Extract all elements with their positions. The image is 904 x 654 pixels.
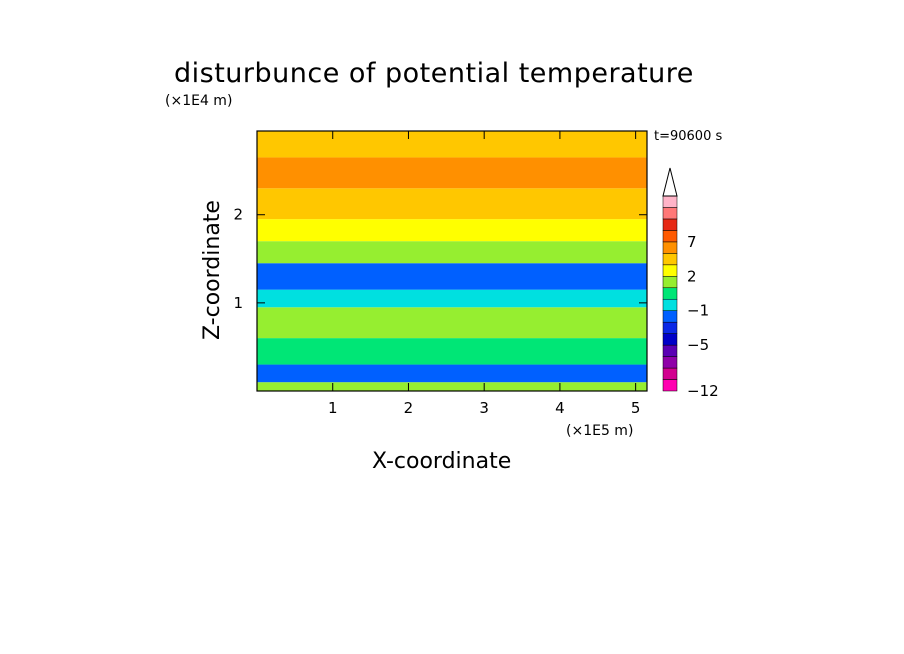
plot-frame [256, 130, 648, 392]
x-tick-label: 4 [555, 399, 565, 417]
x-axis-unit: (×1E5 m) [566, 423, 634, 439]
x-tick-label: 5 [631, 399, 641, 417]
colorbar-extend-arrow [662, 167, 678, 197]
field-band [257, 289, 647, 308]
colorbar-swatch [662, 298, 678, 311]
colorbar-swatch [662, 356, 678, 369]
colorbar-swatch [662, 207, 678, 220]
colorbar-label: −5 [687, 336, 709, 354]
colorbar-label: −12 [687, 382, 719, 400]
y-tick-label: 1 [233, 294, 243, 312]
colorbar-swatch [662, 379, 678, 392]
colorbar-label: −1 [687, 302, 709, 320]
field-band [257, 338, 647, 365]
y-tick-label: 2 [233, 206, 243, 224]
colorbar-swatch [662, 253, 678, 266]
field-band [257, 382, 647, 391]
field-band [257, 188, 647, 220]
field-band [257, 307, 647, 339]
colorbar-swatch [662, 276, 678, 289]
colorbar-label: 2 [687, 267, 697, 285]
colorbar-swatch [662, 321, 678, 334]
x-tick-label: 2 [404, 399, 414, 417]
field-band [257, 157, 647, 189]
colorbar-swatch [662, 310, 678, 323]
colorbar-swatch [662, 344, 678, 357]
time-label: t=90600 s [654, 129, 723, 144]
z-axis-unit: (×1E4 m) [165, 93, 233, 109]
field-band [257, 219, 647, 242]
field-band [257, 364, 647, 383]
x-tick-label: 1 [328, 399, 338, 417]
colorbar-label: 7 [687, 233, 697, 251]
colorbar-swatch [662, 287, 678, 300]
x-tick-label: 3 [479, 399, 489, 417]
field-band [257, 241, 647, 264]
colorbar-swatch [662, 218, 678, 231]
field-band [257, 131, 647, 158]
colorbar-swatch [662, 195, 678, 208]
colorbar-swatch [662, 264, 678, 277]
colorbar-swatch [662, 241, 678, 254]
colorbar-swatch [662, 367, 678, 380]
field-band [257, 263, 647, 290]
colorbar-swatch [662, 333, 678, 346]
colorbar-swatch [662, 230, 678, 243]
chart-title: disturbunce of potential temperature [174, 58, 694, 89]
x-axis-label: X-coordinate [372, 449, 512, 474]
